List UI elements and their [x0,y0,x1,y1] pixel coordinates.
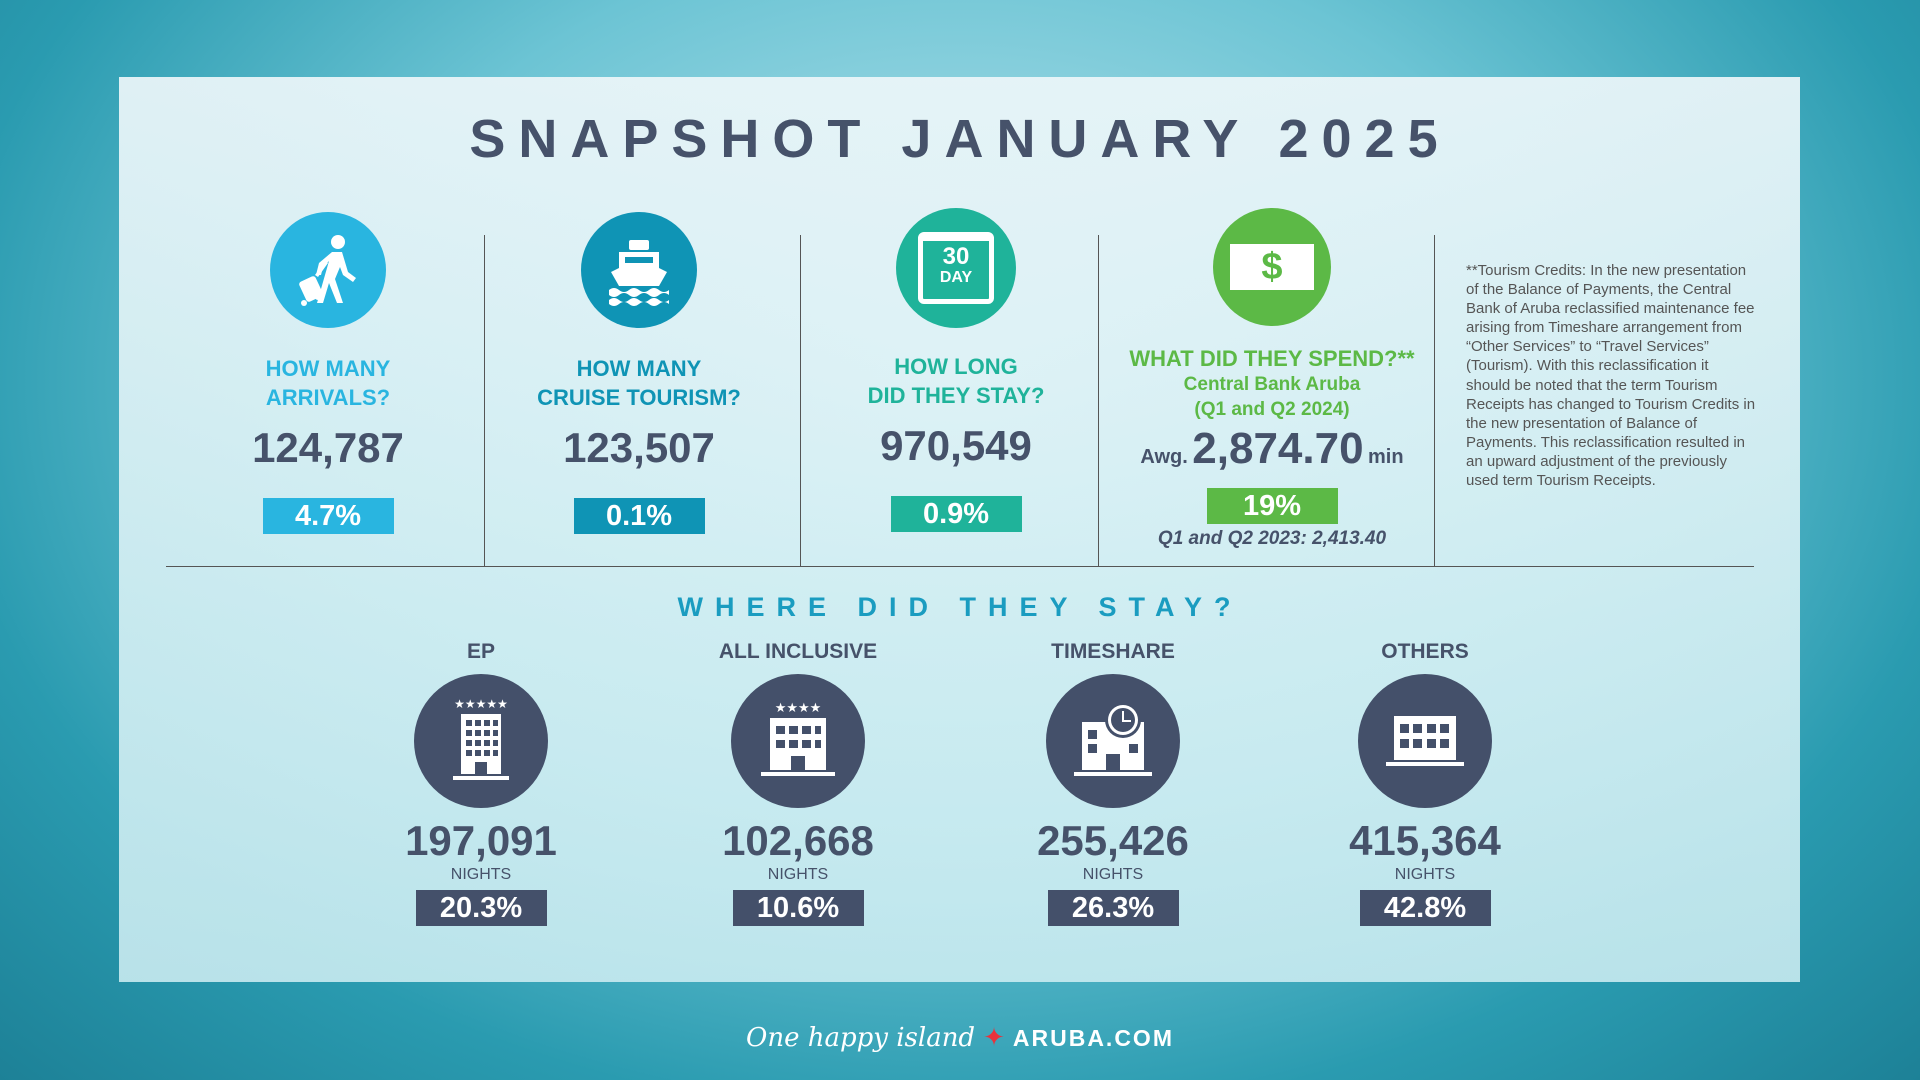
stay-timeshare: TIMESHARE 255,426 NIGHTS 26.3% [1003,640,1223,926]
metric-question: HOW LONG [894,354,1018,379]
tagline: One happy island [746,1023,976,1053]
metric-question: HOW MANY [576,356,702,381]
stay-unit: NIGHTS [1082,866,1144,883]
share-badge: 26.3% [1047,890,1179,926]
metric-value: 123,507 [563,424,715,471]
stay-value: 415,364 [1349,817,1501,864]
hotel-4-star-icon: ★★★★ [731,674,865,808]
page-title: SNAPSHOT JANUARY 2025 [469,109,1451,169]
cruise-ship-icon [581,212,697,328]
metric-question: WHAT DID THEY SPEND?** [1129,346,1415,371]
spend-amount: 2,874.70 [1192,424,1364,473]
dollar-bill-icon: $ [1213,208,1331,326]
footer-logo: One happy island ✦ ARUBA.COM [0,1022,1920,1053]
stay-all-inclusive: ALL INCLUSIVE ★★★★ 102,668 NIGHTS 10.6% [688,640,908,926]
hotel-5-star-icon: ★★★★★ [414,674,548,808]
metric-arrivals: HOW MANY ARRIVALS? 124,787 4.7% [178,212,478,534]
stay-label: TIMESHARE [1051,640,1175,663]
share-badge: 10.6% [732,890,864,926]
compass-star-icon: ✦ [983,1022,1005,1052]
footnote: **Tourism Credits: In the new presentati… [1466,262,1756,490]
spend-value: Awg. 2,874.70 min [1102,424,1442,474]
metric-question: DID THEY STAY? [867,383,1045,408]
divider [166,566,1754,567]
currency-label: Awg. [1140,446,1188,468]
stay-ep: EP ★★★★★ 197,091 NIGHTS 20.3% [371,640,591,926]
metric-question: CRUISE TOURISM? [537,385,741,410]
traveler-luggage-icon [270,212,386,328]
stay-value: 255,426 [1037,817,1189,864]
divider [800,235,801,566]
change-badge: 19% [1206,488,1338,524]
stay-unit: NIGHTS [767,866,829,883]
metric-question: HOW MANY [265,356,391,381]
stay-label: EP [466,640,495,663]
metric-value: 970,549 [880,422,1032,469]
stay-others: OTHERS 415,364 NIGHTS 42.8% [1315,640,1535,926]
stay-unit: NIGHTS [1394,866,1456,883]
spend-period: (Q1 and Q2 2024) [1194,399,1350,420]
share-badge: 42.8% [1359,890,1491,926]
building-icon [1358,674,1492,808]
metric-value: 124,787 [252,424,404,471]
divider [1098,235,1099,566]
svg-text:★★★★★: ★★★★★ [454,697,508,711]
unit-label: min [1368,446,1404,468]
building-clock-icon [1046,674,1180,808]
metric-spend: $ WHAT DID THEY SPEND?** Central Bank Ar… [1102,208,1442,550]
section-title: WHERE DID THEY STAY? [677,592,1243,622]
share-badge: 20.3% [415,890,547,926]
change-badge: 0.1% [573,498,705,534]
divider [484,235,485,566]
svg-text:★★★★: ★★★★ [775,700,822,715]
change-badge: 4.7% [262,498,394,534]
calendar-day-number: 30 [942,243,970,270]
stay-value: 197,091 [405,817,557,864]
stay-label: ALL INCLUSIVE [718,640,878,663]
previous-period: Q1 and Q2 2023: 2,413.40 [1157,528,1387,549]
website-link[interactable]: ARUBA.COM [1012,1025,1174,1051]
change-badge: 0.9% [890,496,1022,532]
metric-stay-length: 30 DAY HOW LONG DID THEY STAY? 970,549 0.… [806,208,1106,532]
calendar-30-day-icon: 30 DAY [896,208,1016,328]
divider [1434,235,1435,566]
stay-unit: NIGHTS [450,866,512,883]
metric-cruise: HOW MANY CRUISE TOURISM? 123,507 0.1% [489,212,789,534]
stay-value: 102,668 [722,817,874,864]
spend-source: Central Bank Aruba [1183,374,1361,395]
metric-question: ARRIVALS? [265,385,391,410]
calendar-day-label: DAY [939,269,973,286]
stay-label: OTHERS [1381,640,1469,663]
